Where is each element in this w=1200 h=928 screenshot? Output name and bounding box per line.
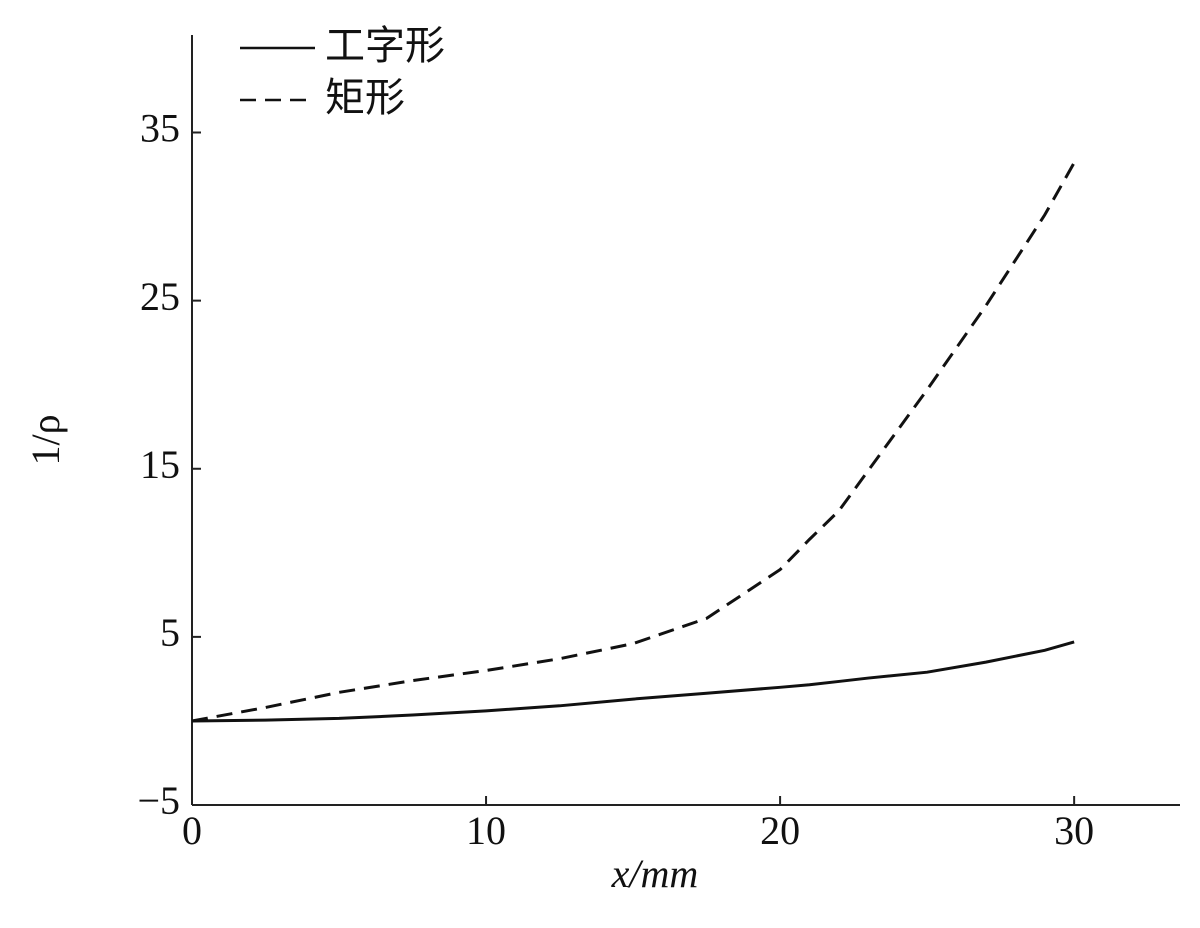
y-axis-label: 1/ρ — [23, 414, 68, 465]
x-tick-label: 30 — [1054, 808, 1094, 853]
y-tick-label: 35 — [140, 106, 180, 151]
y-tick-label: 25 — [140, 274, 180, 319]
legend-label: 工字形 — [325, 23, 445, 69]
series-line — [191, 162, 1076, 723]
series-line — [191, 640, 1075, 723]
x-axis-label: x/mm — [611, 851, 699, 896]
x-tick-label: 0 — [182, 808, 202, 853]
y-tick-label: 15 — [140, 442, 180, 487]
legend-label: 矩形 — [325, 75, 405, 121]
y-tick-label: 5 — [160, 610, 180, 655]
y-tick-label: −5 — [137, 778, 180, 823]
x-tick-label: 20 — [760, 808, 800, 853]
x-tick-label: 10 — [466, 808, 506, 853]
